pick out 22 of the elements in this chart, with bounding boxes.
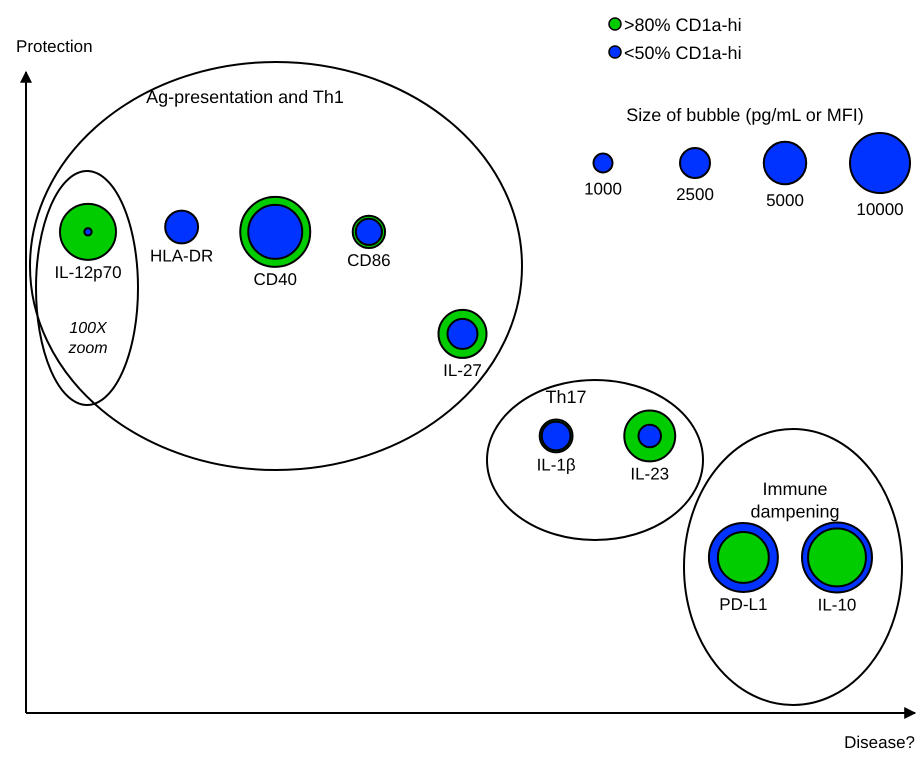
x-tick-label: HLA-DR — [150, 246, 214, 266]
annotation: Th17 — [545, 387, 587, 407]
legend-label: <50% CD1a-hi — [624, 43, 742, 63]
x-axis-title: Disease? — [844, 733, 915, 752]
text: Ag-presentation and Th1 — [146, 87, 344, 107]
legend-label: 2500 — [676, 185, 714, 204]
x-tick-label: CD40 — [254, 270, 297, 289]
annotation: Immune dampening — [750, 479, 840, 522]
x-tick-label: IL-23 — [630, 464, 670, 484]
annotation: 100X zoom — [67, 320, 108, 357]
legend-label: >80% CD1a-hi — [624, 15, 742, 35]
legend-label: 1000 — [584, 179, 622, 198]
x-tick-label: IL-1β — [536, 455, 576, 474]
text: Protection — [16, 37, 93, 56]
x-tick-label: IL-10 — [818, 595, 856, 614]
text: Size of bubble (pg/mL or MFI) — [626, 105, 864, 125]
x-tick-label: IL-12p70 — [54, 262, 122, 282]
legend-label: 10000 — [856, 200, 904, 219]
legend-label: 5000 — [766, 191, 804, 210]
x-tick-label: IL-27 — [443, 360, 482, 380]
x-tick-label: CD86 — [347, 251, 391, 270]
x-tick-label: PD-L1 — [719, 594, 768, 614]
